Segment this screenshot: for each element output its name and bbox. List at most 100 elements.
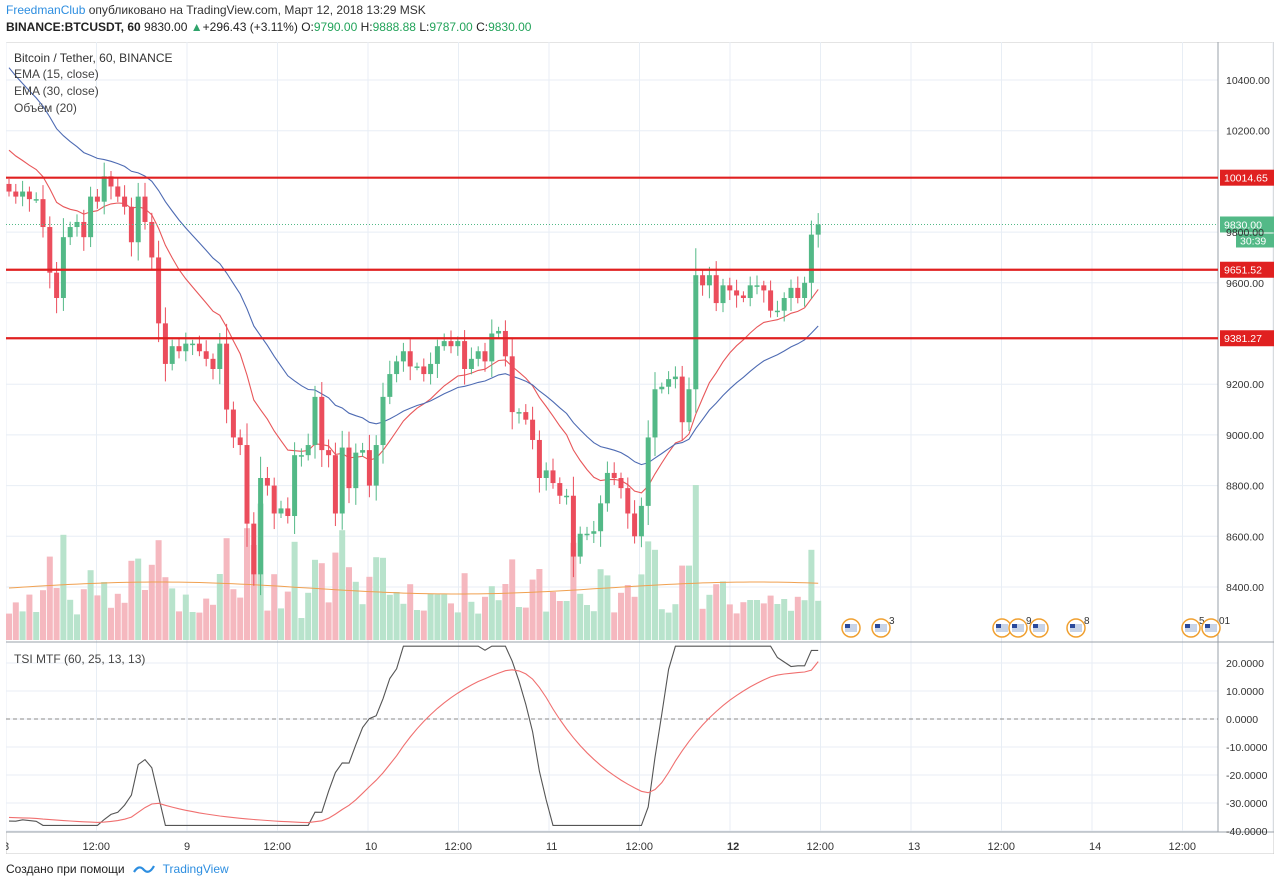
candle-body xyxy=(489,333,495,362)
candle-body xyxy=(428,363,434,375)
volume-bar xyxy=(604,575,611,640)
candle-body xyxy=(441,341,447,347)
volume-bar xyxy=(427,593,434,640)
flag-stripe xyxy=(875,624,887,632)
candle-body xyxy=(516,412,522,414)
candle-body xyxy=(20,191,26,197)
horizontal-levels[interactable]: 10014.65 9651.52 9381.27 9830.00 30:39 xyxy=(6,169,1274,347)
volume-bar xyxy=(815,600,822,640)
candle-body xyxy=(149,221,155,258)
candle-body xyxy=(530,419,536,440)
legend-title: Bitcoin / Tether, 60, BINANCE xyxy=(14,51,173,65)
candle-body xyxy=(666,379,672,387)
volume-bar xyxy=(114,593,121,640)
candle-body xyxy=(264,477,270,486)
last-price-label: 9830.00 xyxy=(1224,219,1262,231)
volume-bar xyxy=(611,612,618,640)
candle-body xyxy=(645,437,651,506)
volume-bar xyxy=(692,485,699,640)
volume-bar xyxy=(318,563,325,640)
volume-bar xyxy=(754,600,760,640)
volume-bar xyxy=(536,569,543,640)
legend-tsi[interactable]: TSI MTF (60, 25, 13, 13) xyxy=(14,652,145,666)
volume-bar xyxy=(182,594,189,640)
time-tick-label: 12 xyxy=(727,841,739,853)
volume-bar xyxy=(550,592,556,640)
candle-body xyxy=(706,275,712,286)
volume-bar xyxy=(781,599,788,640)
candle-body xyxy=(258,477,264,575)
candle-body xyxy=(808,234,814,283)
volume-bar xyxy=(679,565,686,640)
flag-canton xyxy=(845,624,850,628)
volume-bar xyxy=(19,611,26,640)
open-label: O: xyxy=(301,20,314,34)
candle-body xyxy=(564,495,570,498)
candle-body xyxy=(659,386,665,390)
last-price-tag xyxy=(1220,216,1274,233)
volume-bar xyxy=(373,557,380,640)
tradingview-logo-icon xyxy=(132,865,155,873)
volume-bar xyxy=(237,597,244,640)
tsi-tick-label: 10.0000 xyxy=(1226,686,1264,698)
volume-bar xyxy=(80,589,87,640)
candle-body xyxy=(251,523,257,575)
candle-body xyxy=(788,287,794,299)
flag-canton xyxy=(1012,624,1017,628)
candle-body xyxy=(693,275,699,390)
chart-area[interactable]: 10014.65 9651.52 9381.27 9830.00 30:39 3 9 8 5 0… xyxy=(3,41,1275,855)
volume-bar xyxy=(33,612,40,640)
candle-body xyxy=(108,176,114,187)
candle-body xyxy=(81,221,87,238)
author-link[interactable]: FreedmanClub xyxy=(6,3,86,17)
volume-bar xyxy=(713,584,720,640)
time-tick-label: 14 xyxy=(1089,841,1101,853)
price-tick-label: 9200.00 xyxy=(1226,379,1264,391)
candle-body xyxy=(679,376,685,423)
legend-ema15[interactable]: EMA (15, close) xyxy=(14,67,99,81)
volume-bar xyxy=(475,613,482,640)
time-tick-label: 10 xyxy=(365,841,377,853)
candle-body xyxy=(543,470,549,478)
time-tick-label: 9 xyxy=(184,841,190,853)
candle-body xyxy=(190,343,196,346)
footer-created-text: Создано при помощи xyxy=(6,862,125,876)
volume-bar xyxy=(488,586,495,640)
volume-bar xyxy=(563,601,570,640)
candle-body xyxy=(700,275,706,286)
price-chart[interactable]: 10014.65 9651.52 9381.27 9830.00 30:39 3 9 8 5 0… xyxy=(3,41,1275,855)
price-tick-label: 10200.00 xyxy=(1226,126,1270,138)
volume-bar xyxy=(74,614,80,640)
volume-bar xyxy=(516,607,522,640)
volume-bar xyxy=(278,608,284,640)
candle-body xyxy=(754,285,760,287)
volume-bar xyxy=(543,611,550,640)
candle-body xyxy=(421,366,427,375)
flag-canton xyxy=(996,624,1001,628)
candle-body xyxy=(312,396,318,446)
legend-ema30[interactable]: EMA (30, close) xyxy=(14,84,99,98)
volume-bar xyxy=(767,595,774,640)
volume-bar xyxy=(618,592,624,640)
volume-ma-line xyxy=(8,581,819,595)
candle-body xyxy=(101,176,107,202)
level-label: 9381.27 xyxy=(1224,333,1262,345)
event-badges[interactable]: 3 9 8 5 01 xyxy=(841,616,1231,638)
candle-body xyxy=(475,351,481,359)
change-arrow-icon: ▲ xyxy=(190,20,203,34)
candle-body xyxy=(278,508,284,514)
volume-bar xyxy=(169,588,176,640)
volume-bar xyxy=(801,600,808,640)
volume-bar xyxy=(720,581,726,640)
tradingview-link[interactable]: TradingView xyxy=(162,862,229,876)
axes: 10400.00 10200.00 9800.00 9600.00 9200.00 900… xyxy=(3,75,1270,853)
time-tick-label: 12:00 xyxy=(626,841,654,853)
tsi-tick-label: -20.0000 xyxy=(1226,770,1268,782)
volume-bar xyxy=(652,549,658,640)
volume-bar xyxy=(556,601,563,640)
candle-body xyxy=(271,485,277,514)
volume-bar xyxy=(148,564,155,640)
legend-volume[interactable]: Объём (20) xyxy=(14,101,77,115)
candle-body xyxy=(176,346,182,352)
candle-body xyxy=(584,533,590,536)
